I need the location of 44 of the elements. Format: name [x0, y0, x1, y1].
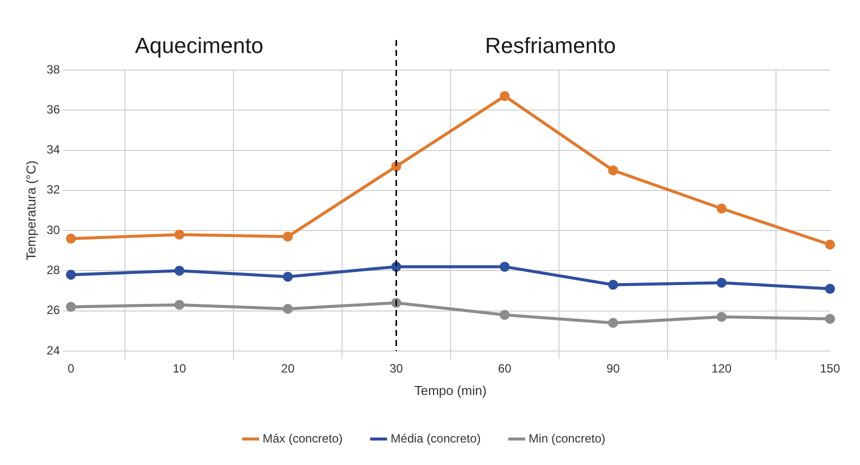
point: [608, 165, 618, 176]
point: [282, 232, 293, 242]
point: [66, 270, 76, 280]
x-tick-label: 120: [712, 362, 732, 376]
point: [174, 230, 184, 240]
y-tick-label: 32: [46, 182, 60, 197]
x-tick-label: 10: [172, 362, 186, 376]
text: Aquecimento: [135, 33, 264, 58]
point: [500, 310, 510, 320]
point: [825, 284, 835, 294]
point: [174, 300, 184, 310]
point: [500, 262, 510, 272]
point: [608, 318, 618, 328]
y-tick-label: 24: [46, 343, 60, 358]
legend-label: Min (concreto): [528, 431, 606, 446]
x-tick-label: 90: [606, 362, 620, 376]
point: [825, 314, 835, 324]
x-tick-label: 0: [68, 362, 75, 376]
y-tick-label: 26: [46, 303, 60, 318]
point: [66, 234, 76, 244]
x-tick-label: 20: [281, 362, 295, 376]
y-tick-label: 36: [46, 102, 60, 116]
y-tick-label: 28: [46, 263, 60, 278]
point: [282, 304, 293, 314]
point: [716, 203, 727, 214]
x-tick-label: 60: [498, 362, 512, 376]
text: Resfriamento: [485, 33, 616, 58]
x-axis-title: Tempo (min): [414, 382, 487, 398]
point: [282, 272, 293, 282]
y-tick-label: 34: [46, 142, 60, 157]
y-axis-title: Temperatura (°C): [23, 160, 38, 260]
point: [825, 240, 835, 250]
point: [174, 266, 184, 276]
x-tick-label: 150: [820, 362, 840, 376]
point: [608, 280, 618, 290]
x-tick-label: 30: [390, 362, 404, 376]
y-tick-label: 30: [46, 222, 60, 237]
point: [500, 91, 510, 102]
point: [716, 278, 727, 288]
y-tick-label: 38: [46, 62, 60, 76]
point: [66, 302, 76, 312]
legend-label: Máx (concreto): [262, 431, 343, 446]
point: [716, 312, 727, 322]
legend-label: Média (concreto): [390, 431, 481, 446]
